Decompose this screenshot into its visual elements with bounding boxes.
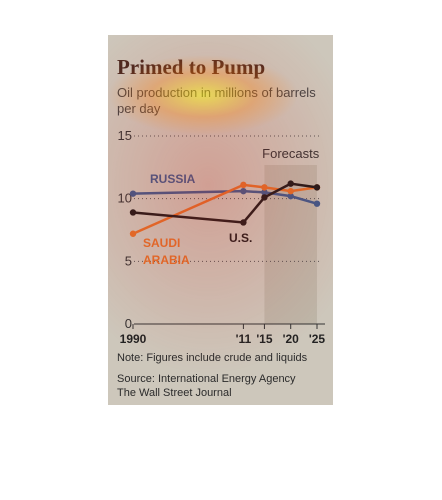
data-point (129, 230, 137, 237)
chart-subtitle: Oil production in millions of barrels pe… (117, 85, 316, 116)
data-point (240, 181, 247, 189)
source: Source: International Energy Agency (117, 373, 296, 385)
chart-title: Primed to Pump (117, 55, 266, 79)
data-point (240, 219, 247, 226)
y-tick-label: 5 (125, 253, 132, 268)
data-point (261, 184, 268, 191)
forecast-label: Forecasts (262, 146, 320, 161)
data-point (313, 200, 321, 207)
y-tick-label: 0 (125, 316, 132, 331)
y-tick-label: 15 (118, 128, 132, 143)
data-point (261, 194, 268, 201)
data-point (287, 180, 294, 187)
data-point (129, 209, 137, 216)
data-point (240, 187, 247, 195)
y-tick-label: 10 (118, 191, 132, 206)
note: Note: Figures include crude and liquids (117, 352, 308, 364)
series-label: RUSSIA (150, 172, 196, 186)
x-tick-label: '20 (283, 332, 300, 346)
x-tick-label: '15 (256, 332, 273, 346)
data-point (129, 190, 137, 197)
series-label: SAUDI ARABIA (143, 236, 190, 267)
data-point (287, 187, 294, 195)
credit: The Wall Street Journal (117, 387, 232, 399)
series-label: U.S. (229, 231, 253, 245)
x-tick-label: '11 (236, 332, 252, 346)
x-tick-label: '25 (309, 332, 326, 346)
x-tick-label: 1990 (120, 332, 147, 346)
data-point (313, 184, 321, 191)
